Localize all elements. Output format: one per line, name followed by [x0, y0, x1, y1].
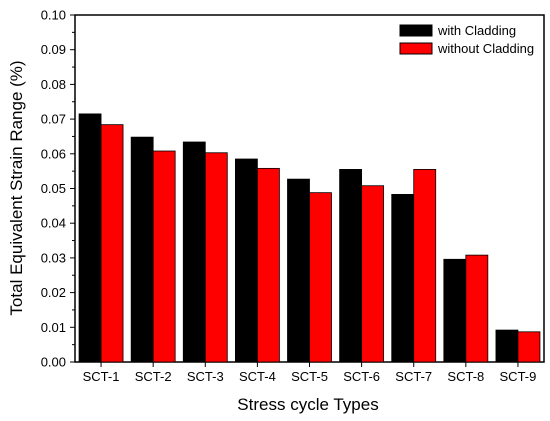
x-tick-label: SCT-8: [447, 369, 484, 384]
y-tick-label: 0.10: [41, 8, 66, 23]
x-tick-label: SCT-1: [83, 369, 120, 384]
y-tick-label: 0.01: [41, 320, 66, 335]
x-tick-label: SCT-4: [239, 369, 276, 384]
y-tick-label: 0.08: [41, 77, 66, 92]
bar-without-cladding: [465, 254, 489, 363]
y-tick-label: 0.00: [41, 355, 66, 370]
legend-label-without-cladding: without Cladding: [437, 41, 534, 56]
legend-swatch-with-cladding: [399, 24, 433, 37]
y-tick-label: 0.09: [41, 42, 66, 57]
bar-with-cladding: [234, 158, 258, 363]
x-tick-label: SCT-2: [135, 369, 172, 384]
bar-with-cladding: [78, 113, 102, 363]
y-axis-ticks: 0.00 0.01 0.02 0.03 0.04 0.05 0.06 0.07 0.08 0.09…: [41, 8, 75, 370]
bar-with-cladding: [443, 258, 467, 363]
bar-with-cladding: [287, 178, 310, 363]
y-tick-label: 0.02: [41, 285, 66, 300]
bar-without-cladding: [361, 185, 385, 363]
x-axis-title: Stress cycle Types: [237, 395, 378, 414]
x-tick-label: SCT-9: [500, 369, 537, 384]
y-tick-label: 0.03: [41, 250, 66, 265]
x-tick-label: SCT-6: [343, 369, 380, 384]
legend-label-with-cladding: with Cladding: [437, 23, 516, 38]
bar-without-cladding: [152, 150, 176, 363]
bar-with-cladding: [495, 329, 519, 363]
y-tick-label: 0.05: [41, 181, 66, 196]
x-tick-label: SCT-5: [291, 369, 328, 384]
x-axis-ticks: SCT-1 SCT-2 SCT-3 SCT-4 SCT-5 SCT-6 SCT-7 SCT-8…: [83, 362, 537, 384]
legend-swatch-without-cladding: [399, 42, 433, 55]
bar-with-cladding: [391, 193, 415, 363]
bar-with-cladding: [130, 136, 154, 363]
y-tick-label: 0.06: [41, 146, 66, 161]
y-tick-label: 0.07: [41, 112, 66, 127]
bar-with-cladding: [339, 169, 363, 363]
bar-without-cladding: [517, 331, 541, 363]
bar-without-cladding: [413, 169, 437, 363]
bar-with-cladding: [182, 141, 206, 363]
bar-without-cladding: [204, 152, 228, 363]
bar-without-cladding: [256, 167, 280, 363]
x-tick-label: SCT-3: [187, 369, 224, 384]
x-tick-label: SCT-7: [395, 369, 432, 384]
bar-without-cladding: [100, 124, 124, 363]
legend: with Cladding without Cladding: [399, 23, 534, 56]
y-tick-label: 0.04: [41, 216, 66, 231]
y-axis-title: Total Equivalent Strain Range (%): [7, 60, 26, 315]
bar-without-cladding: [309, 192, 332, 363]
bars-group: [78, 113, 541, 363]
